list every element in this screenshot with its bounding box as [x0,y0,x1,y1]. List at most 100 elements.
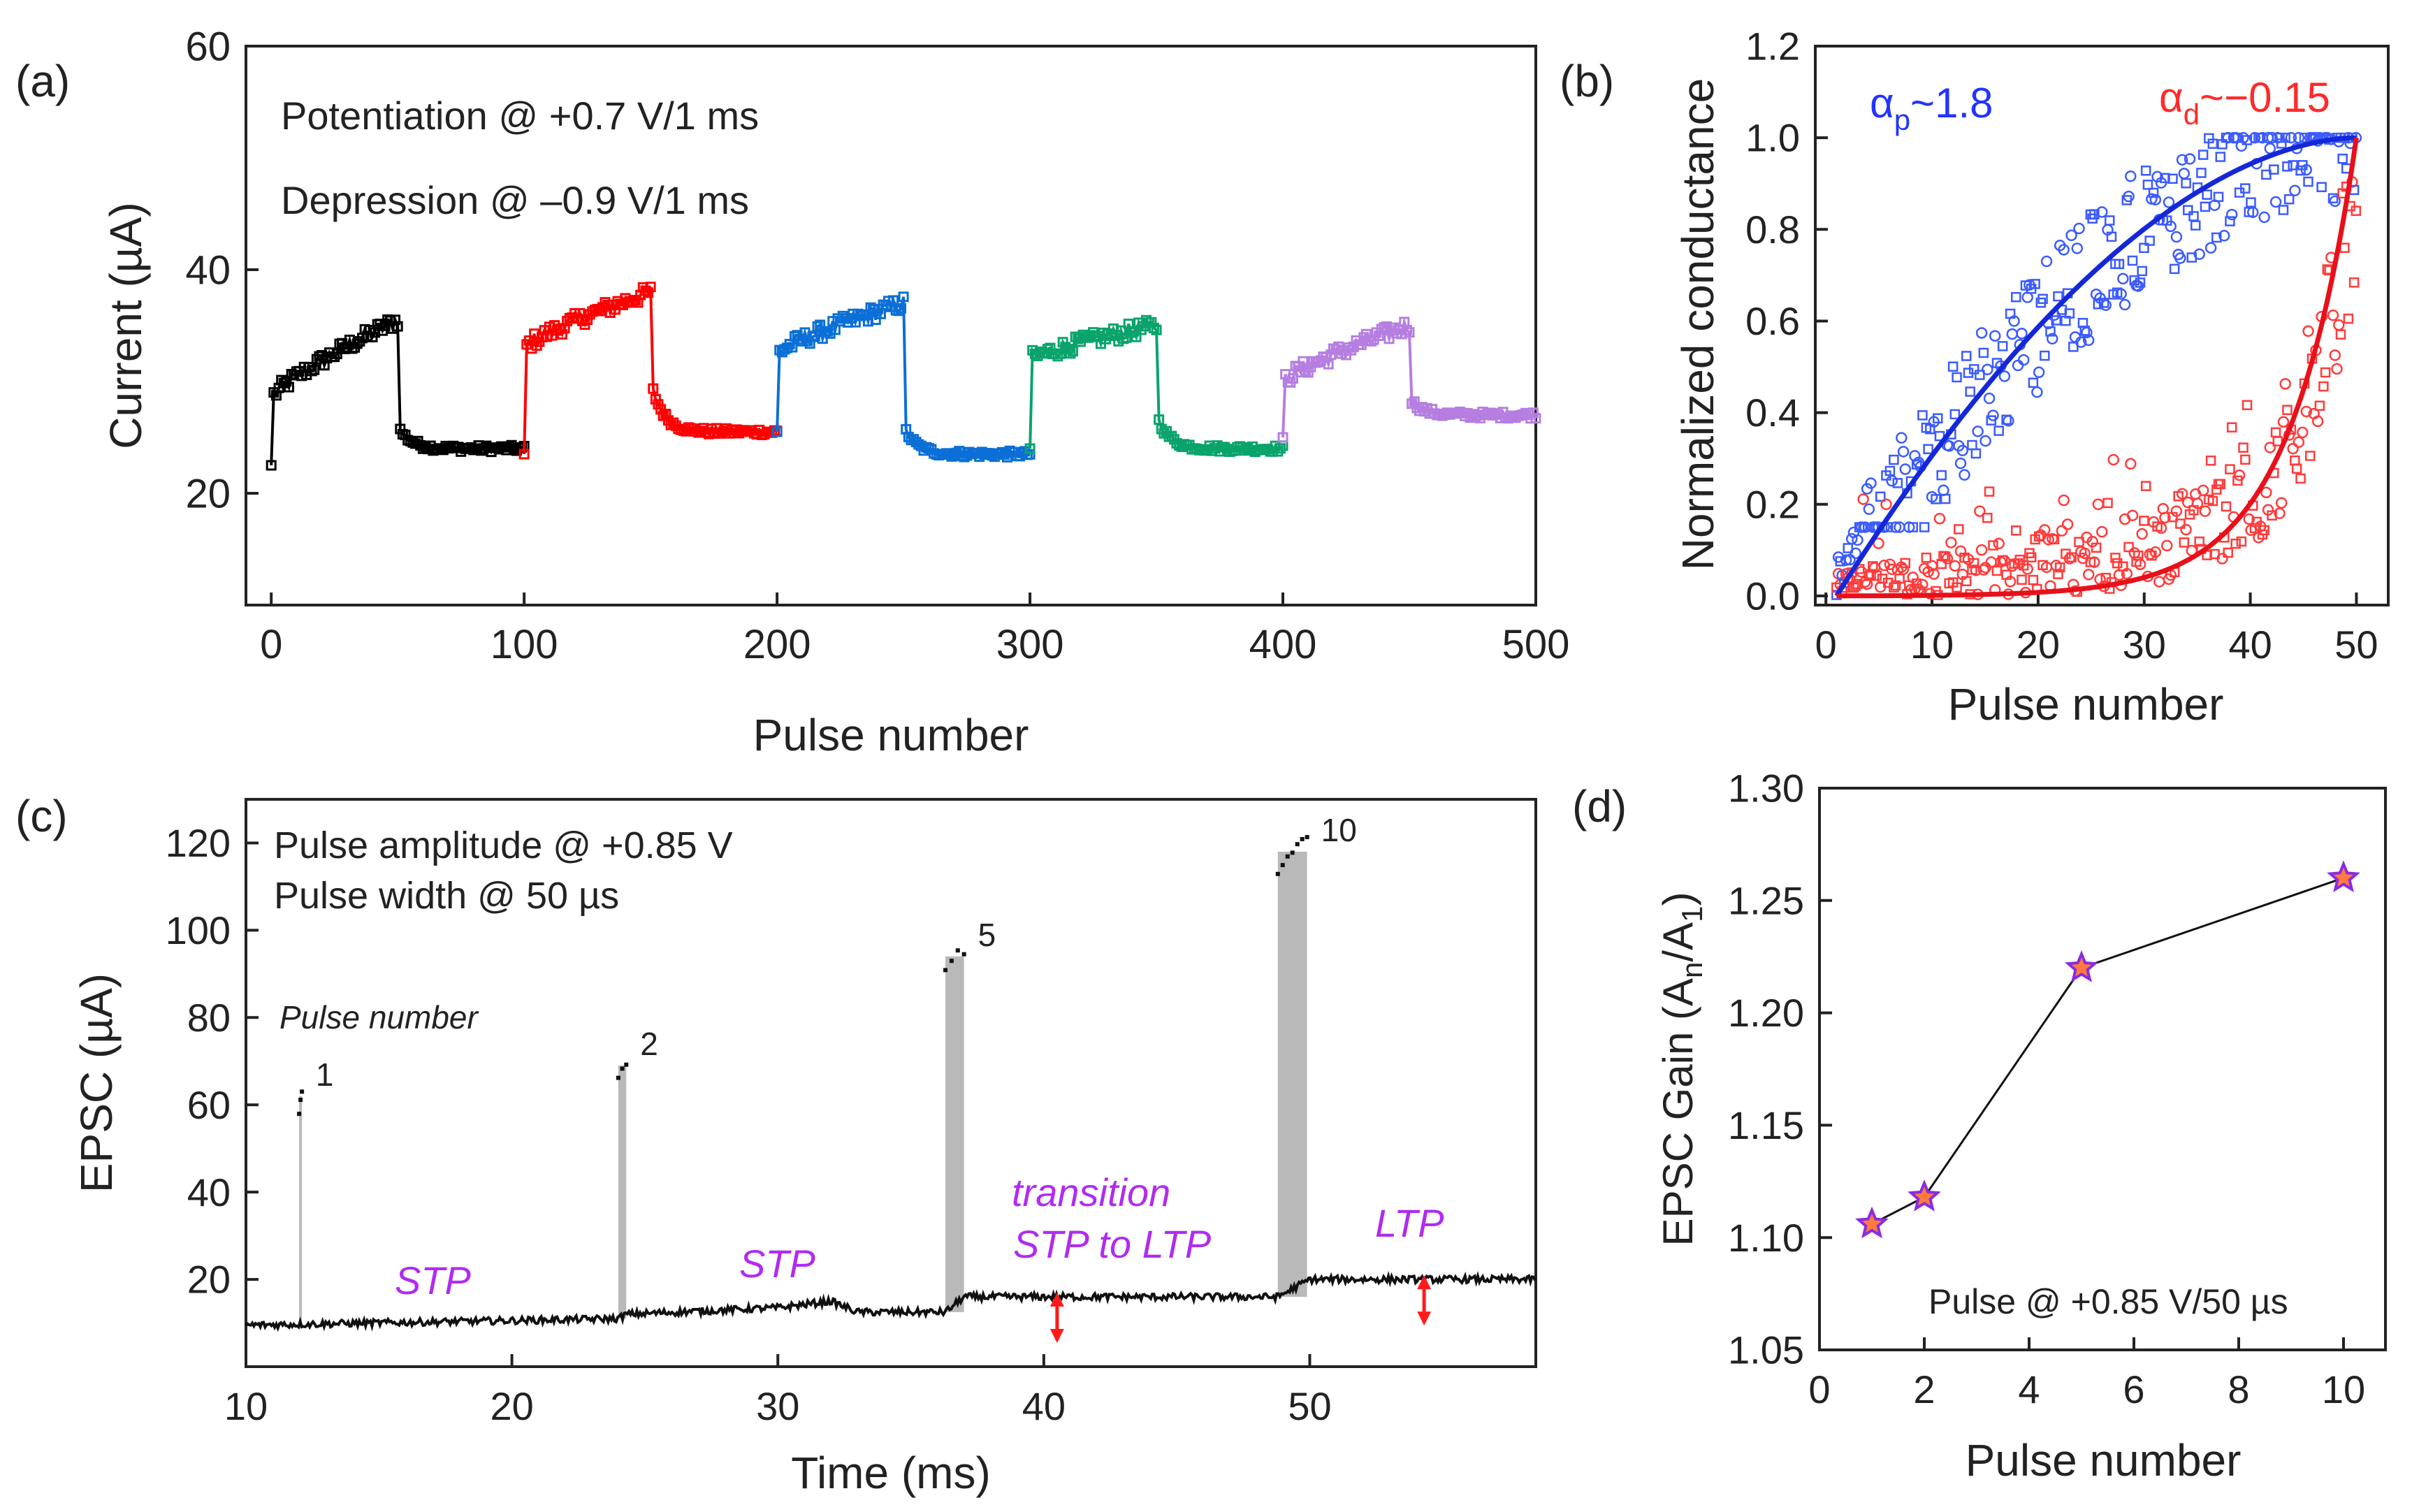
potentiation-point [2149,194,2162,206]
potentiation-point [1917,410,1928,421]
potentiation-point [2225,216,2235,226]
data-point [390,314,401,326]
potentiation-point [1844,553,1856,566]
depression-point [2343,313,2354,324]
potentiation-point [2006,328,2019,340]
x-tick-label: 8 [2228,1367,2249,1411]
data-point [1068,346,1079,357]
x-tick-label: 4 [2018,1367,2040,1411]
pulse-train-bar [945,956,964,1312]
potentiation-point [1932,413,1943,423]
depression-point [1979,562,1991,574]
data-point [1151,324,1162,335]
depression-point [2180,523,2192,536]
data-point [643,287,654,298]
potentiation-point [2165,220,2177,233]
depression-point [1975,544,1988,556]
potentiation-point [1979,435,1991,447]
depression-point [1897,563,1910,576]
data-point [787,342,798,353]
depression-point [2056,525,2068,537]
potentiation-point [2051,315,2061,326]
potentiation-point [1968,364,1979,375]
x-tick-label: 30 [2123,623,2166,667]
depression-point [1894,573,1905,584]
x-tick-label: 300 [996,622,1064,667]
potentiation-point [2096,206,2108,218]
depression-point [1873,537,1884,549]
potentiation-point [1970,448,1982,459]
x-tick-label: 6 [2123,1367,2144,1411]
potentiation-point [1993,426,2004,436]
depression-point [1922,566,1934,578]
depression-point [2295,473,2306,484]
panel-c-ylabel: EPSC (µA) [71,973,122,1193]
depression-point [2221,501,2232,512]
alpha-d-value: ~−0.15 [2200,74,2330,121]
potentiation-point [1875,491,1886,502]
potentiation-point [2106,231,2117,242]
potentiation-point [1889,454,1899,465]
depression-point [2175,518,2186,529]
depression-point [2194,536,2204,547]
potentiation-point [2053,291,2063,302]
depression-point [2207,495,2218,507]
depression-point [2159,511,2171,524]
depression-point [2260,486,2272,499]
panel-b-alpha-d: αd~−0.15 [2159,74,2330,131]
depression-point [1850,581,1861,591]
region-label-transition: transition [1012,1170,1170,1214]
potentiation-point [2188,211,2199,221]
pulse-peak-point [1305,835,1309,840]
depression-point [1984,486,1995,497]
x-tick-label: 0 [1815,623,1837,667]
data-point [1288,373,1299,384]
depression-point [1917,579,1928,591]
panel-a-annotation-potentiation: Potentiation @ +0.7 V/1 ms [281,94,759,138]
panel-d-annotation: Pulse @ +0.85 V/50 µs [1928,1282,2288,1321]
depression-point [1988,540,1998,551]
potentiation-point [2031,386,2043,398]
panel-d-frame [1818,787,2387,1351]
potentiation-point [1908,522,1918,532]
potentiation-point [1865,477,1877,489]
y-tick-label: 60 [187,1083,231,1127]
potentiation-point [2163,196,2175,208]
depression-point [2327,309,2339,321]
potentiation-point [1947,361,1959,372]
data-point [1274,443,1286,454]
region-label-ltp: LTP [1375,1201,1444,1245]
potentiation-point [1923,444,1933,455]
depression-point [2300,405,2313,418]
panel-c-annotation-pulse-number: Pulse number [279,999,479,1035]
depression-point [2215,479,2226,489]
x-tick-label: 0 [1808,1367,1830,1411]
depression-point [1974,505,1986,517]
potentiation-point [2288,160,2298,170]
depression-point [1991,565,2003,576]
data-point [329,351,340,363]
data-point [645,282,656,293]
depression-point [2179,537,2190,548]
data-point [1404,327,1415,338]
star-marker [1855,1206,1889,1239]
potentiation-point [2140,165,2151,176]
pulse-peak-point [1285,854,1290,859]
depression-point [2096,525,2108,538]
panel-d-ylabel-main: EPSC Gain (A [1655,978,1701,1246]
potentiation-point [2213,191,2224,203]
data-point [392,321,403,332]
x-tick-label: 10 [2322,1367,2365,1411]
potentiation-point [2190,220,2201,231]
data-point [518,449,530,460]
x-tick-label: 40 [2228,623,2272,667]
potentiation-point [2065,229,2077,242]
potentiation-point [1899,463,1912,475]
potentiation-point [2011,292,2021,303]
y-tick-label: 1.0 [1745,116,1800,160]
depression-point [2088,556,2100,568]
potentiation-point [1919,522,1930,532]
potentiation-point [2073,222,2085,235]
potentiation-point [1997,341,2008,351]
depression-point [2264,442,2276,453]
